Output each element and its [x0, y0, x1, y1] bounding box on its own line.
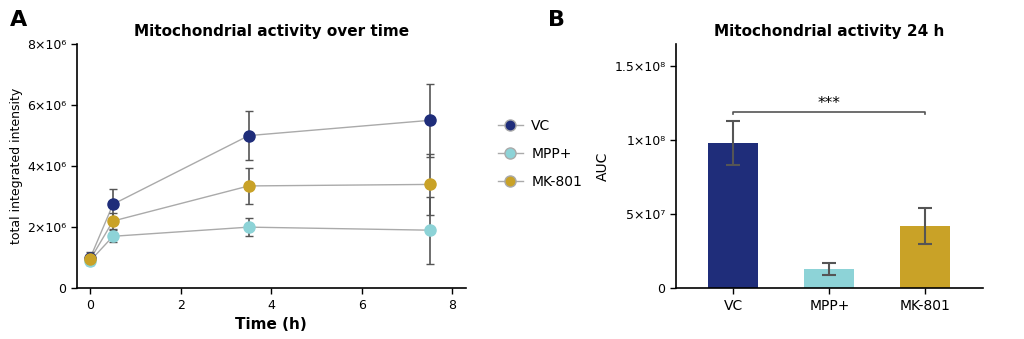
- Title: Mitochondrial activity over time: Mitochondrial activity over time: [134, 24, 409, 39]
- Bar: [900, 226, 950, 288]
- Bar: [805, 269, 854, 288]
- Text: B: B: [548, 10, 565, 30]
- Title: Mitochondrial activity 24 h: Mitochondrial activity 24 h: [715, 24, 944, 39]
- Legend: VC, MPP+, MK-801: VC, MPP+, MK-801: [493, 114, 588, 194]
- Y-axis label: AUC: AUC: [596, 152, 610, 181]
- Bar: [709, 143, 759, 288]
- Y-axis label: total integrated intensity: total integrated intensity: [10, 88, 23, 244]
- Text: ***: ***: [818, 96, 841, 112]
- Text: A: A: [10, 10, 28, 30]
- X-axis label: Time (h): Time (h): [236, 317, 307, 332]
